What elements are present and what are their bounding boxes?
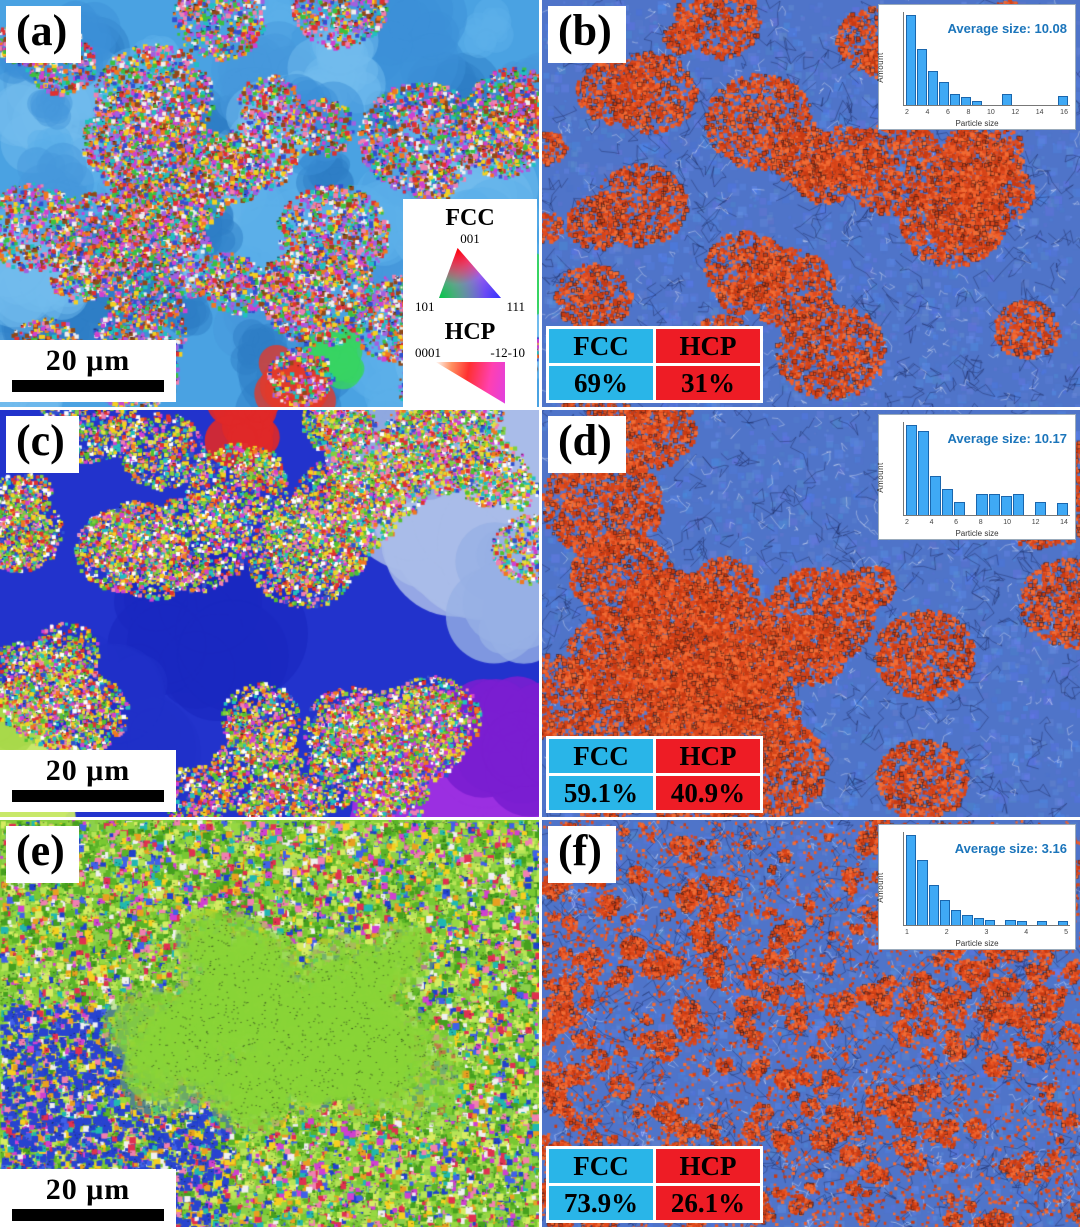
scale-bar-line-a [12,380,164,392]
panel-label-c: (c) [6,416,79,473]
scale-bar-e: 20 μm [0,1169,176,1227]
fcc-percent-d: 59.1% [549,776,653,810]
panel-label-e: (e) [6,826,79,883]
fcc-vertex-001: 001 [460,231,480,247]
scale-bar-line-c [12,790,164,802]
hcp-percent-d: 40.9% [656,776,760,810]
phase-fraction-table-b: FCC HCP 69% 31% [546,326,763,403]
hcp-vertex-m12m10: -12-10 [490,344,525,360]
hist-xlabel-d: Particle size [955,529,999,538]
hist-ylabel-f: Amount [875,872,885,903]
fcc-header-b: FCC [549,329,653,363]
fcc-vertex-111: 111 [506,298,525,314]
hcp-ipf-triangle-icon [435,361,505,404]
hist-ylabel-b: Amount [875,52,885,83]
fcc-ipf-triangle-icon [439,247,501,298]
hist-xlabel-f: Particle size [955,939,999,948]
grain-size-histogram-b: Amount Average size: 10.08 2 4 6 8 10 12 14 16 … [875,4,1076,130]
hist-xticks-d: 2 4 6 8 10 12 14 [905,519,1068,526]
fcc-percent-b: 69% [549,366,653,400]
hist-ylabel-d: Amount [875,462,885,493]
hist-xticks-b: 2 4 6 8 10 12 14 16 [905,109,1068,116]
phase-fraction-table-d: FCC HCP 59.1% 40.9% [546,736,763,813]
hcp-header-d: HCP [656,739,760,773]
hcp-vertex-0001: 0001 [415,344,441,360]
panel-label-b: (b) [548,6,626,63]
panel-b-phase-map: (b) Amount Average size: 10.08 2 4 6 8 10 12 1… [542,0,1080,407]
scale-bar-c: 20 μm [0,750,176,812]
grain-size-histogram-d: Amount Average size: 10.17 2 4 6 8 10 12 14 Pa… [875,414,1076,540]
ebsd-ipf-map-c [0,410,539,817]
scale-text-a: 20 μm [45,344,131,377]
panel-label-f: (f) [548,826,616,883]
fcc-header-d: FCC [549,739,653,773]
ebsd-ipf-map-e [0,820,539,1227]
panel-label-d: (d) [548,416,626,473]
panel-label-a: (a) [6,6,82,63]
scale-text-c: 20 μm [45,754,131,787]
hist-bars-b [903,12,1070,106]
panel-c-ipf-map: (c) 20 μm [0,410,539,817]
phase-fraction-table-f: FCC HCP 73.9% 26.1% [546,1146,763,1223]
fcc-vertex-101: 101 [415,298,435,314]
scale-text-e: 20 μm [45,1173,131,1206]
fcc-legend-title: FCC [445,205,495,231]
hcp-vertex-01m10: 01-10 [495,404,525,407]
hist-title-b: Average size: 10.08 [947,21,1067,36]
fcc-header-f: FCC [549,1149,653,1183]
hist-bars-f [903,832,1070,926]
panel-d-phase-map: (d) Amount Average size: 10.17 2 4 6 8 10 12 1… [542,410,1080,817]
hcp-percent-f: 26.1% [656,1186,760,1220]
scale-bar-a: 20 μm [0,340,176,402]
hcp-percent-b: 31% [656,366,760,400]
fcc-percent-f: 73.9% [549,1186,653,1220]
panel-e-ipf-map: (e) 20 μm [0,820,539,1227]
hcp-header-b: HCP [656,329,760,363]
hist-title-d: Average size: 10.17 [947,431,1067,446]
hcp-header-f: HCP [656,1149,760,1183]
hist-bars-d [903,422,1070,516]
scale-bar-line-e [12,1209,164,1221]
hcp-legend-title: HCP [444,318,496,345]
ipf-color-key: FCC 001 101 111 HCP 0001 -12-10 01-10 [403,199,537,407]
hist-title-f: Average size: 3.16 [954,841,1067,856]
hist-xlabel-b: Particle size [955,119,999,128]
